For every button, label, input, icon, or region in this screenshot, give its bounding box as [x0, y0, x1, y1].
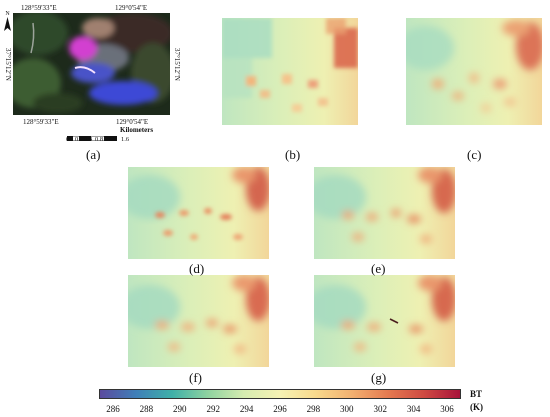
lon-bottom-right-label: 129°0'54"E — [116, 118, 149, 126]
panel-e-image — [314, 167, 455, 259]
panel-label-g: (g) — [371, 370, 387, 385]
lon-top-left-label: 128°59'33"E — [21, 4, 57, 12]
lon-bottom-left-label: 128°59'33"E — [23, 118, 59, 126]
colorbar-tick-label: 294 — [239, 404, 254, 414]
north-arrow-icon: N — [3, 9, 12, 33]
lat-right-label: 37°15'12"N — [173, 48, 181, 81]
colorbar-tick-label: 290 — [173, 404, 187, 414]
colorbar-tick-label: 288 — [139, 404, 154, 414]
panel-a-image — [13, 13, 170, 115]
panel-label-d: (d) — [189, 261, 205, 276]
colorbar-tick-label: 298 — [306, 404, 321, 414]
panel-label-f: (f) — [189, 370, 202, 385]
panel-d-image — [128, 167, 269, 259]
colorbar-tick-label: 292 — [206, 404, 220, 414]
panel-label-c: (c) — [467, 147, 482, 162]
colorbar-title-unit: (K) — [470, 402, 483, 412]
scale-tick-5: 1.6 — [121, 136, 130, 143]
colorbar-tick-label: 300 — [340, 404, 354, 414]
svg-text:N: N — [5, 11, 10, 17]
scale-tick-3: 0.8 — [95, 136, 104, 143]
scale-tick-4: 1.2 — [108, 136, 117, 143]
panel-g-image — [314, 275, 455, 367]
lon-top-right-label: 129°0'54"E — [115, 4, 148, 12]
panel-c-image — [406, 18, 542, 125]
panel-label-b: (b) — [285, 147, 301, 162]
scale-tick-0: 0 — [66, 136, 70, 143]
scale-unit-label: Kilometers — [120, 126, 154, 134]
colorbar-tick-label: 302 — [373, 404, 387, 414]
colorbar — [99, 389, 461, 399]
colorbar-tick-label: 306 — [440, 404, 454, 414]
panel-label-a: (a) — [86, 147, 101, 162]
colorbar-title-bt: BT — [470, 389, 483, 399]
lat-left-label: 37°15'12"N — [4, 48, 12, 81]
panel-f-image — [128, 275, 269, 367]
colorbar-tick-label: 296 — [273, 404, 287, 414]
colorbar-tick-label: 304 — [406, 404, 421, 414]
scale-tick-1: 0.2 — [75, 136, 84, 143]
panel-label-e: (e) — [371, 261, 386, 276]
scale-tick-2: 0.4 — [84, 136, 93, 143]
colorbar-tick-label: 286 — [106, 404, 120, 414]
scale-bar — [66, 128, 118, 142]
panel-b-image — [222, 18, 358, 125]
